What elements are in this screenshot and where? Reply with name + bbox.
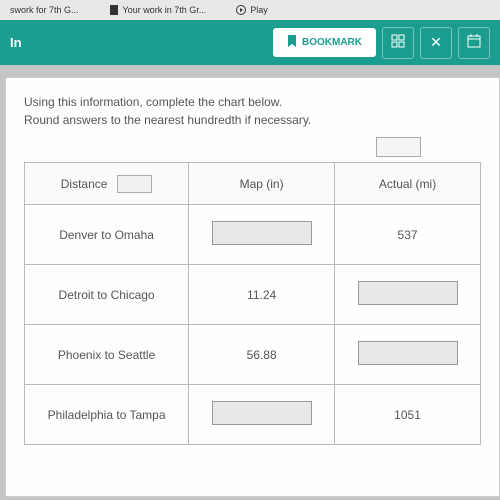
column-header-distance: Distance — [25, 163, 189, 205]
map-cell: 56.88 — [189, 325, 335, 385]
table-header-row: Distance Map (in) Actual (mi) — [25, 163, 481, 205]
map-cell — [189, 205, 335, 265]
app-header: In BOOKMARK ✕ — [0, 20, 500, 65]
tab-item[interactable]: Play — [236, 5, 268, 15]
actual-cell: 1051 — [335, 385, 481, 445]
table-row: Detroit to Chicago 11.24 — [25, 265, 481, 325]
tab-item[interactable]: swork for 7th G... — [10, 5, 79, 15]
play-icon — [236, 5, 246, 15]
actual-input[interactable] — [358, 281, 458, 305]
instruction-line: Using this information, complete the cha… — [24, 93, 481, 111]
actual-cell — [335, 265, 481, 325]
bookmark-label: BOOKMARK — [302, 37, 362, 48]
map-cell: 11.24 — [189, 265, 335, 325]
column-header-map: Map (in) — [189, 163, 335, 205]
tab-label: swork for 7th G... — [10, 5, 79, 15]
data-table: Distance Map (in) Actual (mi) Denver to … — [24, 162, 481, 445]
header-toolbar: BOOKMARK ✕ — [273, 27, 490, 59]
actual-input[interactable] — [358, 341, 458, 365]
header-title: In — [10, 35, 22, 50]
scale-input[interactable] — [376, 137, 421, 157]
calculator-button[interactable] — [382, 27, 414, 59]
tab-item[interactable]: Your work in 7th Gr... — [109, 5, 207, 15]
bookmark-button[interactable]: BOOKMARK — [273, 28, 376, 57]
instruction-line: Round answers to the nearest hundredth i… — [24, 111, 481, 129]
column-header-actual: Actual (mi) — [335, 163, 481, 205]
tab-label: Play — [250, 5, 268, 15]
table-row: Philadelphia to Tampa 1051 — [25, 385, 481, 445]
actual-cell — [335, 325, 481, 385]
distance-cell: Denver to Omaha — [25, 205, 189, 265]
bookmark-icon — [287, 35, 297, 50]
map-input[interactable] — [212, 221, 312, 245]
header-box — [117, 175, 152, 193]
distance-cell: Philadelphia to Tampa — [25, 385, 189, 445]
close-button[interactable]: ✕ — [420, 27, 452, 59]
content-area: Using this information, complete the cha… — [5, 77, 500, 497]
instructions: Using this information, complete the cha… — [24, 93, 481, 129]
actual-cell: 537 — [335, 205, 481, 265]
distance-cell: Phoenix to Seattle — [25, 325, 189, 385]
map-cell — [189, 385, 335, 445]
calculator-icon — [390, 33, 406, 52]
calendar-icon — [466, 33, 482, 52]
table-row: Denver to Omaha 537 — [25, 205, 481, 265]
calendar-button[interactable] — [458, 27, 490, 59]
distance-cell: Detroit to Chicago — [25, 265, 189, 325]
table-row: Phoenix to Seattle 56.88 — [25, 325, 481, 385]
browser-tabs: swork for 7th G... Your work in 7th Gr..… — [0, 0, 500, 20]
map-input[interactable] — [212, 401, 312, 425]
close-icon: ✕ — [430, 34, 442, 51]
tab-label: Your work in 7th Gr... — [123, 5, 207, 15]
header-label: Distance — [61, 177, 108, 191]
doc-icon — [109, 5, 119, 15]
